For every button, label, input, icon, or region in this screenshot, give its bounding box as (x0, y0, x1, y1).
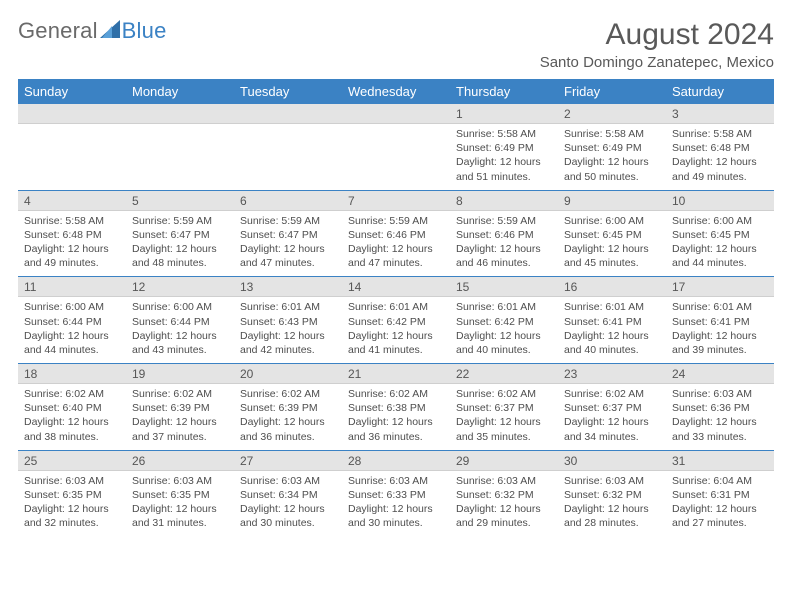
logo-text-a: General (18, 18, 98, 44)
daynum-cell: 2 (558, 104, 666, 124)
calendar-body: 123Sunrise: 5:58 AMSunset: 6:49 PMDaylig… (18, 104, 774, 536)
week-1-daynums: 45678910 (18, 191, 774, 211)
detail-cell: Sunrise: 6:04 AMSunset: 6:31 PMDaylight:… (666, 470, 774, 536)
daynum-cell: 25 (18, 451, 126, 471)
week-4-daynums: 25262728293031 (18, 451, 774, 471)
calendar-header-row: Sunday Monday Tuesday Wednesday Thursday… (18, 79, 774, 104)
week-2-daynums: 11121314151617 (18, 277, 774, 297)
daynum-cell: 8 (450, 191, 558, 211)
detail-cell: Sunrise: 6:00 AMSunset: 6:45 PMDaylight:… (558, 210, 666, 277)
detail-cell: Sunrise: 5:59 AMSunset: 6:47 PMDaylight:… (126, 210, 234, 277)
detail-cell: Sunrise: 6:03 AMSunset: 6:34 PMDaylight:… (234, 470, 342, 536)
daynum-cell: 27 (234, 451, 342, 471)
week-0-details: Sunrise: 5:58 AMSunset: 6:49 PMDaylight:… (18, 124, 774, 191)
daynum-cell: 19 (126, 364, 234, 384)
detail-cell: Sunrise: 6:00 AMSunset: 6:44 PMDaylight:… (126, 297, 234, 364)
title-block: August 2024 Santo Domingo Zanatepec, Mex… (540, 18, 774, 71)
logo: General Blue (18, 18, 167, 44)
detail-cell: Sunrise: 6:03 AMSunset: 6:32 PMDaylight:… (558, 470, 666, 536)
detail-cell: Sunrise: 6:03 AMSunset: 6:36 PMDaylight:… (666, 384, 774, 451)
logo-sail-icon (100, 18, 120, 44)
detail-cell: Sunrise: 5:59 AMSunset: 6:46 PMDaylight:… (450, 210, 558, 277)
daynum-cell: 22 (450, 364, 558, 384)
dow-wednesday: Wednesday (342, 79, 450, 104)
daynum-cell: 6 (234, 191, 342, 211)
detail-cell: Sunrise: 5:58 AMSunset: 6:49 PMDaylight:… (450, 124, 558, 191)
detail-cell (342, 124, 450, 191)
week-2-details: Sunrise: 6:00 AMSunset: 6:44 PMDaylight:… (18, 297, 774, 364)
detail-cell (126, 124, 234, 191)
detail-cell: Sunrise: 5:59 AMSunset: 6:47 PMDaylight:… (234, 210, 342, 277)
daynum-cell: 26 (126, 451, 234, 471)
detail-cell: Sunrise: 5:58 AMSunset: 6:48 PMDaylight:… (666, 124, 774, 191)
daynum-cell: 21 (342, 364, 450, 384)
detail-cell: Sunrise: 6:03 AMSunset: 6:33 PMDaylight:… (342, 470, 450, 536)
dow-tuesday: Tuesday (234, 79, 342, 104)
daynum-cell (342, 104, 450, 124)
daynum-cell: 17 (666, 277, 774, 297)
week-1-details: Sunrise: 5:58 AMSunset: 6:48 PMDaylight:… (18, 210, 774, 277)
daynum-cell: 20 (234, 364, 342, 384)
daynum-cell: 3 (666, 104, 774, 124)
daynum-cell: 10 (666, 191, 774, 211)
detail-cell: Sunrise: 5:58 AMSunset: 6:49 PMDaylight:… (558, 124, 666, 191)
daynum-cell: 16 (558, 277, 666, 297)
daynum-cell (234, 104, 342, 124)
daynum-cell: 18 (18, 364, 126, 384)
dow-saturday: Saturday (666, 79, 774, 104)
detail-cell: Sunrise: 6:02 AMSunset: 6:39 PMDaylight:… (126, 384, 234, 451)
detail-cell: Sunrise: 6:02 AMSunset: 6:37 PMDaylight:… (450, 384, 558, 451)
detail-cell: Sunrise: 6:03 AMSunset: 6:35 PMDaylight:… (126, 470, 234, 536)
daynum-cell: 30 (558, 451, 666, 471)
week-3-daynums: 18192021222324 (18, 364, 774, 384)
calendar-page: General Blue August 2024 Santo Domingo Za… (0, 0, 792, 536)
location: Santo Domingo Zanatepec, Mexico (540, 54, 774, 71)
daynum-cell: 29 (450, 451, 558, 471)
daynum-cell: 4 (18, 191, 126, 211)
daynum-cell: 12 (126, 277, 234, 297)
dow-sunday: Sunday (18, 79, 126, 104)
detail-cell: Sunrise: 6:02 AMSunset: 6:38 PMDaylight:… (342, 384, 450, 451)
week-0-daynums: 123 (18, 104, 774, 124)
daynum-cell: 13 (234, 277, 342, 297)
daynum-cell: 23 (558, 364, 666, 384)
detail-cell (234, 124, 342, 191)
detail-cell: Sunrise: 6:01 AMSunset: 6:41 PMDaylight:… (666, 297, 774, 364)
daynum-cell (126, 104, 234, 124)
daynum-cell: 15 (450, 277, 558, 297)
detail-cell: Sunrise: 6:01 AMSunset: 6:41 PMDaylight:… (558, 297, 666, 364)
daynum-cell: 7 (342, 191, 450, 211)
week-3-details: Sunrise: 6:02 AMSunset: 6:40 PMDaylight:… (18, 384, 774, 451)
detail-cell: Sunrise: 6:02 AMSunset: 6:39 PMDaylight:… (234, 384, 342, 451)
detail-cell: Sunrise: 6:02 AMSunset: 6:40 PMDaylight:… (18, 384, 126, 451)
daynum-cell: 11 (18, 277, 126, 297)
detail-cell: Sunrise: 6:02 AMSunset: 6:37 PMDaylight:… (558, 384, 666, 451)
detail-cell: Sunrise: 6:00 AMSunset: 6:45 PMDaylight:… (666, 210, 774, 277)
dow-thursday: Thursday (450, 79, 558, 104)
detail-cell (18, 124, 126, 191)
daynum-cell (18, 104, 126, 124)
header: General Blue August 2024 Santo Domingo Za… (18, 18, 774, 71)
detail-cell: Sunrise: 5:59 AMSunset: 6:46 PMDaylight:… (342, 210, 450, 277)
calendar-table: Sunday Monday Tuesday Wednesday Thursday… (18, 79, 774, 536)
daynum-cell: 24 (666, 364, 774, 384)
month-title: August 2024 (540, 18, 774, 52)
week-4-details: Sunrise: 6:03 AMSunset: 6:35 PMDaylight:… (18, 470, 774, 536)
logo-text-b: Blue (122, 18, 167, 44)
detail-cell: Sunrise: 6:01 AMSunset: 6:42 PMDaylight:… (342, 297, 450, 364)
daynum-cell: 9 (558, 191, 666, 211)
daynum-cell: 1 (450, 104, 558, 124)
dow-friday: Friday (558, 79, 666, 104)
detail-cell: Sunrise: 6:01 AMSunset: 6:42 PMDaylight:… (450, 297, 558, 364)
dow-monday: Monday (126, 79, 234, 104)
daynum-cell: 14 (342, 277, 450, 297)
detail-cell: Sunrise: 6:03 AMSunset: 6:32 PMDaylight:… (450, 470, 558, 536)
detail-cell: Sunrise: 6:03 AMSunset: 6:35 PMDaylight:… (18, 470, 126, 536)
daynum-cell: 31 (666, 451, 774, 471)
detail-cell: Sunrise: 6:01 AMSunset: 6:43 PMDaylight:… (234, 297, 342, 364)
detail-cell: Sunrise: 6:00 AMSunset: 6:44 PMDaylight:… (18, 297, 126, 364)
daynum-cell: 28 (342, 451, 450, 471)
daynum-cell: 5 (126, 191, 234, 211)
detail-cell: Sunrise: 5:58 AMSunset: 6:48 PMDaylight:… (18, 210, 126, 277)
